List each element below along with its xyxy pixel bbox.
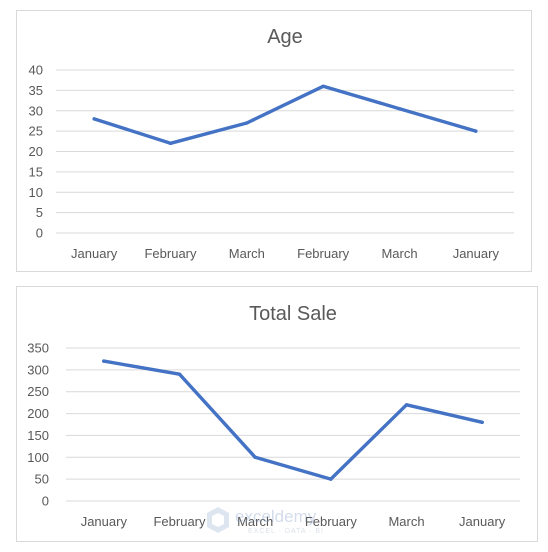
total-sale-x-tick-label: January [459, 514, 506, 529]
age-chart-title: Age [267, 26, 303, 48]
total-sale-y-tick-label: 150 [27, 428, 49, 443]
age-x-tick-label: January [71, 246, 118, 261]
total-sale-series-line [102, 359, 484, 481]
total-sale-y-tick-label: 350 [27, 341, 49, 356]
age-data-point [474, 129, 478, 133]
age-data-point [168, 141, 173, 146]
age-y-tick-label: 25 [29, 124, 43, 139]
total-sale-data-point [404, 403, 409, 407]
total-sale-data-point [480, 420, 484, 425]
age-x-tick-label: March [381, 246, 417, 261]
age-y-tick-label: 30 [29, 103, 43, 118]
age-data-point [92, 117, 96, 121]
age-chart: Age 0 5 10 15 20 25 30 35 40 January February March F… [16, 10, 532, 272]
total-sale-chart: Total Sale 0 50 100 150 200 250 300 350 January Fe… [16, 286, 538, 542]
total-sale-data-point [102, 359, 106, 363]
age-y-tick-label: 5 [36, 205, 43, 220]
total-sale-x-tick-label: March [237, 514, 273, 529]
total-sale-data-point [253, 455, 257, 459]
total-sale-data-point [329, 477, 333, 481]
total-sale-y-tick-label: 250 [27, 384, 49, 399]
age-data-point [397, 107, 402, 111]
total-sale-data-point [177, 372, 182, 376]
age-chart-svg: Age 0 5 10 15 20 25 30 35 40 January February March F… [29, 26, 514, 261]
total-sale-x-tick-label: March [388, 514, 424, 529]
age-y-tick-label: 20 [29, 144, 43, 159]
total-sale-y-tick-label: 200 [27, 406, 49, 421]
total-sale-y-tick-label: 300 [27, 362, 49, 377]
age-series-line [92, 84, 478, 146]
total-sale-y-tick-label: 0 [42, 494, 49, 509]
age-y-tick-label: 40 [29, 63, 43, 78]
total-sale-x-tick-label: February [305, 514, 358, 529]
age-y-tick-label: 10 [29, 185, 43, 200]
age-data-point [321, 84, 325, 89]
age-x-tick-label: February [144, 246, 197, 261]
total-sale-chart-title: Total Sale [249, 303, 337, 325]
age-y-tick-label: 15 [29, 164, 43, 179]
total-sale-x-tick-label: February [153, 514, 206, 529]
age-data-point [245, 121, 249, 125]
age-x-tick-label: March [229, 246, 265, 261]
age-y-tick-label: 35 [29, 83, 43, 98]
total-sale-y-tick-label: 100 [27, 450, 49, 465]
age-x-tick-label: January [453, 246, 500, 261]
total-sale-y-tick-label: 50 [35, 472, 49, 487]
total-sale-x-tick-label: January [81, 514, 128, 529]
age-x-tick-label: February [297, 246, 350, 261]
age-y-tick-label: 0 [36, 226, 43, 241]
total-sale-chart-svg: Total Sale 0 50 100 150 200 250 300 350 January Fe… [27, 303, 520, 529]
